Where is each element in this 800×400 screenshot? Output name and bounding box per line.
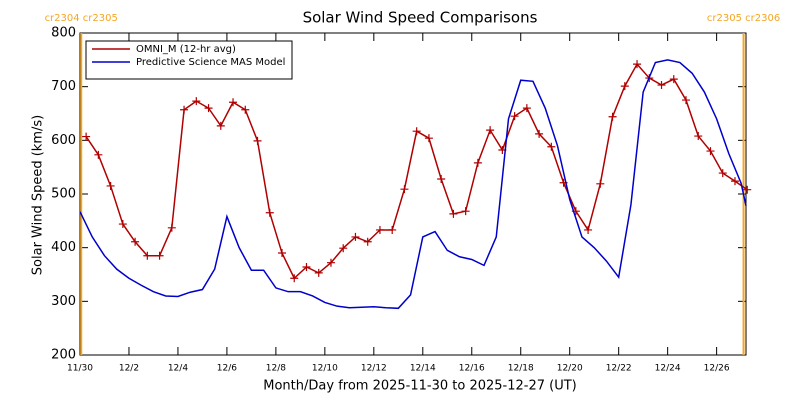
x-tick-label: 11/30 (67, 364, 93, 374)
y-tick-label: 400 (51, 240, 76, 255)
series-line (79, 59, 747, 310)
data-point (167, 223, 176, 232)
data-point (682, 96, 691, 105)
data-point (131, 237, 140, 246)
chart-title: Solar Wind Speed Comparisons (303, 9, 538, 27)
y-tick-label: 800 (51, 26, 76, 41)
data-point (584, 225, 593, 234)
data-point (192, 97, 201, 106)
x-tick-label: 12/22 (606, 364, 632, 374)
rotation-label: cr2304 cr2305 (45, 13, 118, 24)
data-point (620, 82, 629, 91)
data-point (608, 112, 617, 121)
data-point (473, 158, 482, 167)
y-axis-label: Solar Wind Speed (km/s) (31, 115, 46, 275)
data-point (229, 98, 238, 107)
data-point (669, 75, 678, 84)
x-tick-label: 12/24 (655, 364, 681, 374)
x-tick-label: 12/16 (459, 364, 485, 374)
data-point (339, 244, 348, 253)
data-point (180, 105, 189, 114)
y-tick-label: 500 (51, 187, 76, 202)
y-tick-label: 300 (51, 294, 76, 309)
legend-box (85, 40, 293, 80)
data-point (718, 169, 727, 178)
legend-label: Predictive Science MAS Model (136, 57, 285, 68)
x-tick-label: 12/14 (410, 364, 436, 374)
data-point (535, 129, 544, 138)
x-tick-label: 12/8 (266, 364, 286, 374)
data-point (155, 251, 164, 260)
data-point (290, 274, 299, 283)
data-point (204, 104, 213, 113)
x-tick-label: 12/2 (119, 364, 139, 374)
data-point (437, 174, 446, 183)
data-point (106, 181, 115, 190)
data-point (633, 60, 642, 69)
x-tick-label: 12/18 (508, 364, 534, 374)
data-point (547, 142, 556, 151)
data-point (265, 208, 274, 217)
x-tick-label: 12/26 (704, 364, 730, 374)
x-tick-label: 12/10 (312, 364, 338, 374)
data-point (449, 209, 458, 218)
data-point (118, 220, 127, 229)
data-point (388, 225, 397, 234)
data-point (400, 185, 409, 194)
x-tick-label: 12/12 (361, 364, 387, 374)
legend-label: OMNI_M (12-hr avg) (136, 44, 236, 55)
data-point (706, 147, 715, 156)
data-point (351, 232, 360, 241)
x-axis-label: Month/Day from 2025-11-30 to 2025-12-27 … (263, 379, 576, 394)
data-point (730, 177, 739, 186)
data-point (253, 136, 262, 145)
data-point (94, 150, 103, 159)
data-point (326, 258, 335, 267)
data-point (657, 81, 666, 90)
data-point (363, 237, 372, 246)
data-point (241, 105, 250, 114)
y-tick-label: 200 (51, 348, 76, 363)
x-tick-label: 12/6 (217, 364, 237, 374)
x-tick-label: 12/20 (557, 364, 583, 374)
rotation-label: cr2305 cr2306 (707, 13, 780, 24)
data-point (82, 132, 91, 141)
data-point (486, 126, 495, 135)
data-point (302, 262, 311, 271)
x-tick-label: 12/4 (168, 364, 188, 374)
data-point (314, 268, 323, 277)
y-tick-label: 600 (51, 133, 76, 148)
data-point (278, 249, 287, 258)
data-point (510, 112, 519, 121)
data-point (412, 127, 421, 136)
data-point (424, 134, 433, 143)
y-tick-label: 700 (51, 79, 76, 94)
data-point (596, 179, 605, 188)
data-point (694, 132, 703, 141)
data-point (375, 225, 384, 234)
data-point (461, 207, 470, 216)
data-point (522, 104, 531, 113)
data-point (143, 251, 152, 260)
data-point (743, 185, 752, 194)
data-point (216, 121, 225, 130)
